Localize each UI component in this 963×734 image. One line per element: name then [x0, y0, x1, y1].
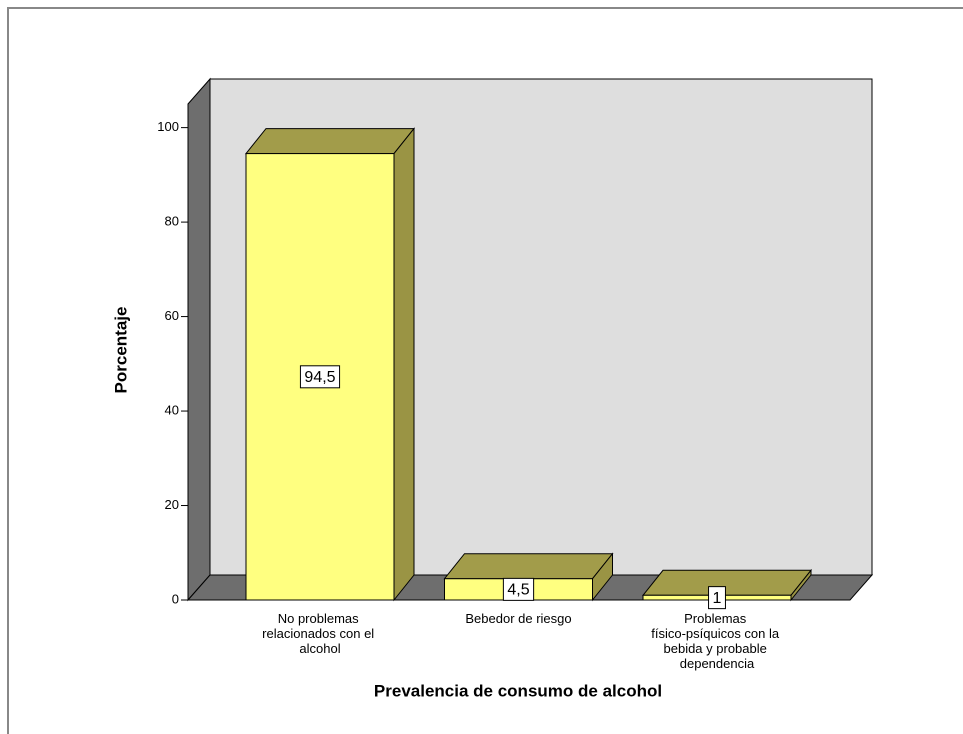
bar-top	[443, 553, 614, 580]
y-tick-label: 0	[172, 591, 179, 606]
x-tick-label: Bebedor de riesgo	[465, 611, 571, 626]
x-tick-label: No problemas relacionados con el alcohol	[262, 611, 378, 656]
value-label: 1	[713, 590, 722, 607]
bar-top	[244, 128, 416, 155]
value-label: 94,5	[304, 369, 335, 386]
x-axis-title: Prevalencia de consumo de alcohol	[374, 681, 662, 700]
bar-top	[641, 569, 813, 596]
left-wall	[187, 77, 211, 602]
y-tick-label: 100	[157, 119, 179, 134]
x-tick-label: Problemas físico-psíquicos con la bebida…	[651, 611, 783, 671]
y-tick-label: 60	[165, 308, 179, 323]
value-label: 4,5	[507, 582, 529, 599]
y-tick-label: 80	[165, 214, 179, 229]
frame	[7, 7, 963, 734]
y-axis-title: Porcentaje	[111, 307, 130, 394]
bar	[641, 568, 813, 602]
y-tick-label: 40	[165, 402, 179, 417]
value-label-box	[502, 577, 535, 601]
bar-side	[393, 127, 415, 602]
value-label-box	[708, 586, 726, 610]
value-label-box	[299, 365, 341, 389]
bar	[244, 127, 416, 602]
y-tick-label: 20	[165, 497, 179, 512]
